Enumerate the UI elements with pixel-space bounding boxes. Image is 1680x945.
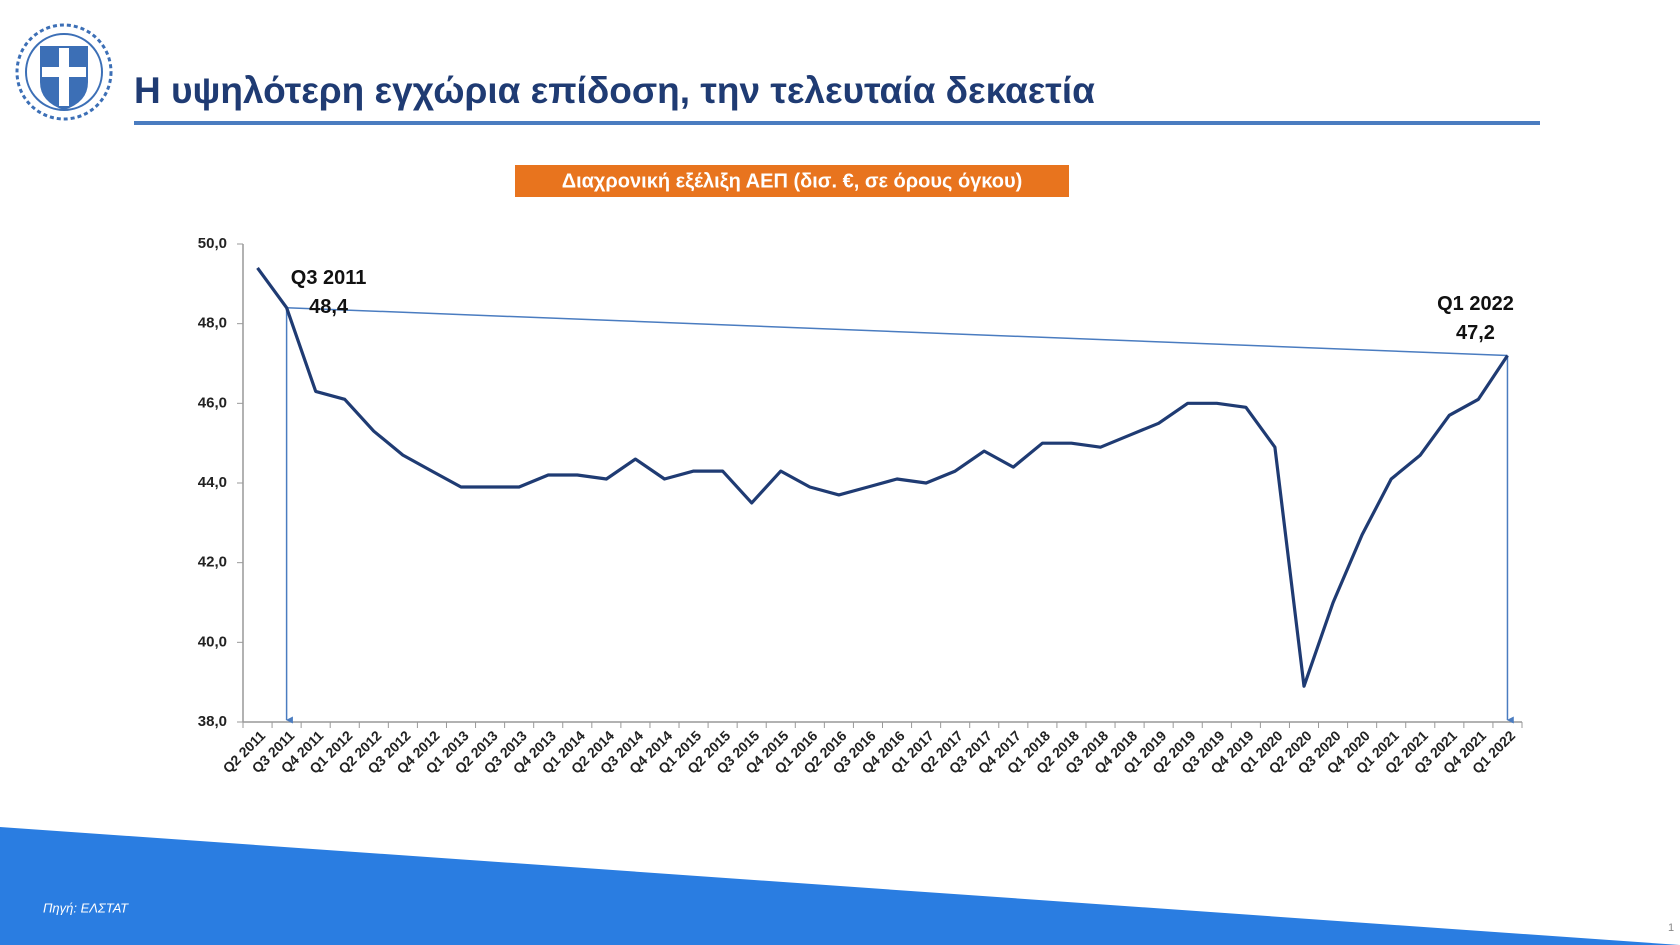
callout-label: Q1 2022: [1437, 293, 1514, 315]
chart-title-box: [515, 165, 1069, 197]
title-rule: [134, 121, 1540, 125]
value-label: 48,4: [309, 296, 349, 318]
footer-band: [0, 827, 1680, 945]
page-number: 1: [1668, 922, 1674, 934]
y-tick-label: 40,0: [198, 633, 227, 650]
y-tick-label: 42,0: [198, 554, 227, 571]
data-line: [256, 266, 1509, 688]
value-label: 47,2: [1456, 322, 1495, 344]
reference-line: [286, 306, 1508, 357]
slide-title: Η υψηλότερη εγχώρια επίδοση, την τελευτα…: [134, 70, 1095, 111]
y-tick-label: 46,0: [198, 394, 227, 411]
y-tick-label: 38,0: [198, 713, 227, 730]
chart-title: Διαχρονική εξέλιξη ΑΕΠ (δισ. €, σε όρους…: [562, 170, 1023, 192]
y-tick-label: 48,0: [198, 315, 227, 332]
source: Πηγή: ΕΛΣΤΑΤ: [43, 900, 129, 915]
y-tick-label: 44,0: [198, 474, 227, 491]
logo: [15, 23, 113, 121]
callout-label: Q3 2011: [291, 267, 367, 289]
y-tick-label: 50,0: [198, 235, 227, 252]
